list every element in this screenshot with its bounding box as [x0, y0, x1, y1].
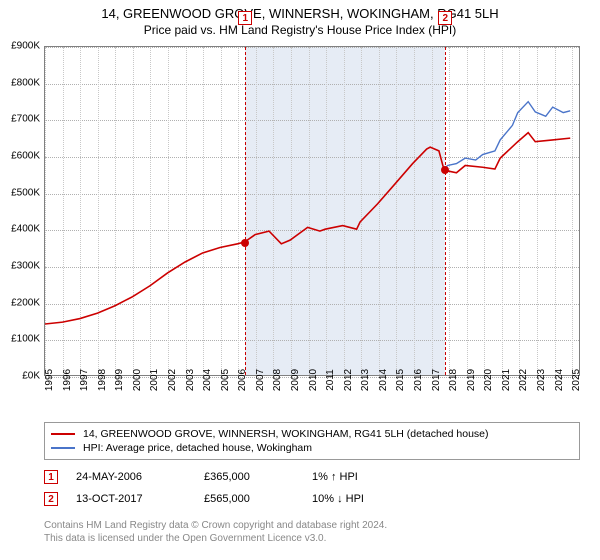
legend-swatch — [51, 433, 75, 435]
x-axis-label: 2017 — [431, 369, 442, 391]
price-chart: 12 £0K£100K£200K£300K£400K£500K£600K£700… — [44, 46, 580, 412]
page-subtitle: Price paid vs. HM Land Registry's House … — [0, 21, 600, 37]
legend: 14, GREENWOOD GROVE, WINNERSH, WOKINGHAM… — [44, 422, 580, 460]
x-axis-label: 2023 — [536, 369, 547, 391]
legend-swatch — [51, 447, 75, 449]
row-date: 24-MAY-2006 — [76, 471, 186, 483]
x-axis-label: 2000 — [132, 369, 143, 391]
plot-area: 12 — [44, 46, 580, 376]
x-axis-label: 1998 — [97, 369, 108, 391]
legend-row: HPI: Average price, detached house, Woki… — [51, 441, 573, 455]
row-price: £565,000 — [204, 493, 294, 505]
x-axis-label: 2021 — [501, 369, 512, 391]
x-axis-label: 1999 — [114, 369, 125, 391]
x-axis-label: 2001 — [149, 369, 160, 391]
series-price_paid — [45, 133, 570, 324]
footer-line2: This data is licensed under the Open Gov… — [44, 533, 580, 546]
x-axis-label: 2022 — [518, 369, 529, 391]
x-axis-label: 2016 — [413, 369, 424, 391]
y-axis-label: £800K — [11, 77, 40, 88]
marker-dot — [241, 239, 249, 247]
x-axis-label: 2011 — [325, 369, 336, 391]
legend-row: 14, GREENWOOD GROVE, WINNERSH, WOKINGHAM… — [51, 427, 573, 441]
x-axis-label: 2007 — [255, 369, 266, 391]
series-svg — [45, 47, 579, 375]
y-axis-label: £400K — [11, 224, 40, 235]
x-axis-label: 1997 — [79, 369, 90, 391]
legend-label: HPI: Average price, detached house, Woki… — [83, 442, 312, 454]
marker-dot — [441, 166, 449, 174]
x-axis-label: 2018 — [448, 369, 459, 391]
x-axis-label: 2003 — [185, 369, 196, 391]
x-axis-label: 2013 — [360, 369, 371, 391]
x-axis-label: 1995 — [44, 369, 55, 391]
x-axis-label: 2005 — [220, 369, 231, 391]
row-marker: 2 — [44, 492, 58, 506]
row-marker: 1 — [44, 470, 58, 484]
y-axis-label: £300K — [11, 261, 40, 272]
row-date: 13-OCT-2017 — [76, 493, 186, 505]
row-delta: 10% ↓ HPI — [312, 493, 422, 505]
y-axis-label: £200K — [11, 297, 40, 308]
x-axis-label: 1996 — [62, 369, 73, 391]
transaction-list: 1 24-MAY-2006 £365,000 1% ↑ HPI 2 13-OCT-2017… — [44, 466, 580, 510]
x-axis-label: 2019 — [466, 369, 477, 391]
footer-line1: Contains HM Land Registry data © Crown c… — [44, 520, 580, 533]
page-title: 14, GREENWOOD GROVE, WINNERSH, WOKINGHAM… — [0, 0, 600, 21]
x-axis-label: 2006 — [237, 369, 248, 391]
x-axis-label: 2004 — [202, 369, 213, 391]
y-axis-label: £500K — [11, 187, 40, 198]
x-axis-label: 2025 — [571, 369, 582, 391]
transaction-row: 2 13-OCT-2017 £565,000 10% ↓ HPI — [44, 488, 580, 510]
marker-box-2: 2 — [438, 11, 452, 25]
x-axis-label: 2002 — [167, 369, 178, 391]
y-axis-label: £0K — [22, 371, 40, 382]
y-axis-label: £700K — [11, 114, 40, 125]
y-axis-label: £100K — [11, 334, 40, 345]
x-axis-label: 2009 — [290, 369, 301, 391]
x-axis-label: 2014 — [378, 369, 389, 391]
x-axis-label: 2024 — [554, 369, 565, 391]
x-axis-label: 2010 — [308, 369, 319, 391]
x-axis-label: 2020 — [483, 369, 494, 391]
marker-box-1: 1 — [238, 11, 252, 25]
footer: Contains HM Land Registry data © Crown c… — [44, 520, 580, 545]
y-axis-label: £900K — [11, 41, 40, 52]
x-axis-label: 2008 — [272, 369, 283, 391]
transaction-row: 1 24-MAY-2006 £365,000 1% ↑ HPI — [44, 466, 580, 488]
series-hpi — [444, 102, 570, 169]
row-delta: 1% ↑ HPI — [312, 471, 422, 483]
y-axis-label: £600K — [11, 151, 40, 162]
x-axis-label: 2015 — [395, 369, 406, 391]
row-price: £365,000 — [204, 471, 294, 483]
x-axis-label: 2012 — [343, 369, 354, 391]
legend-label: 14, GREENWOOD GROVE, WINNERSH, WOKINGHAM… — [83, 428, 489, 440]
